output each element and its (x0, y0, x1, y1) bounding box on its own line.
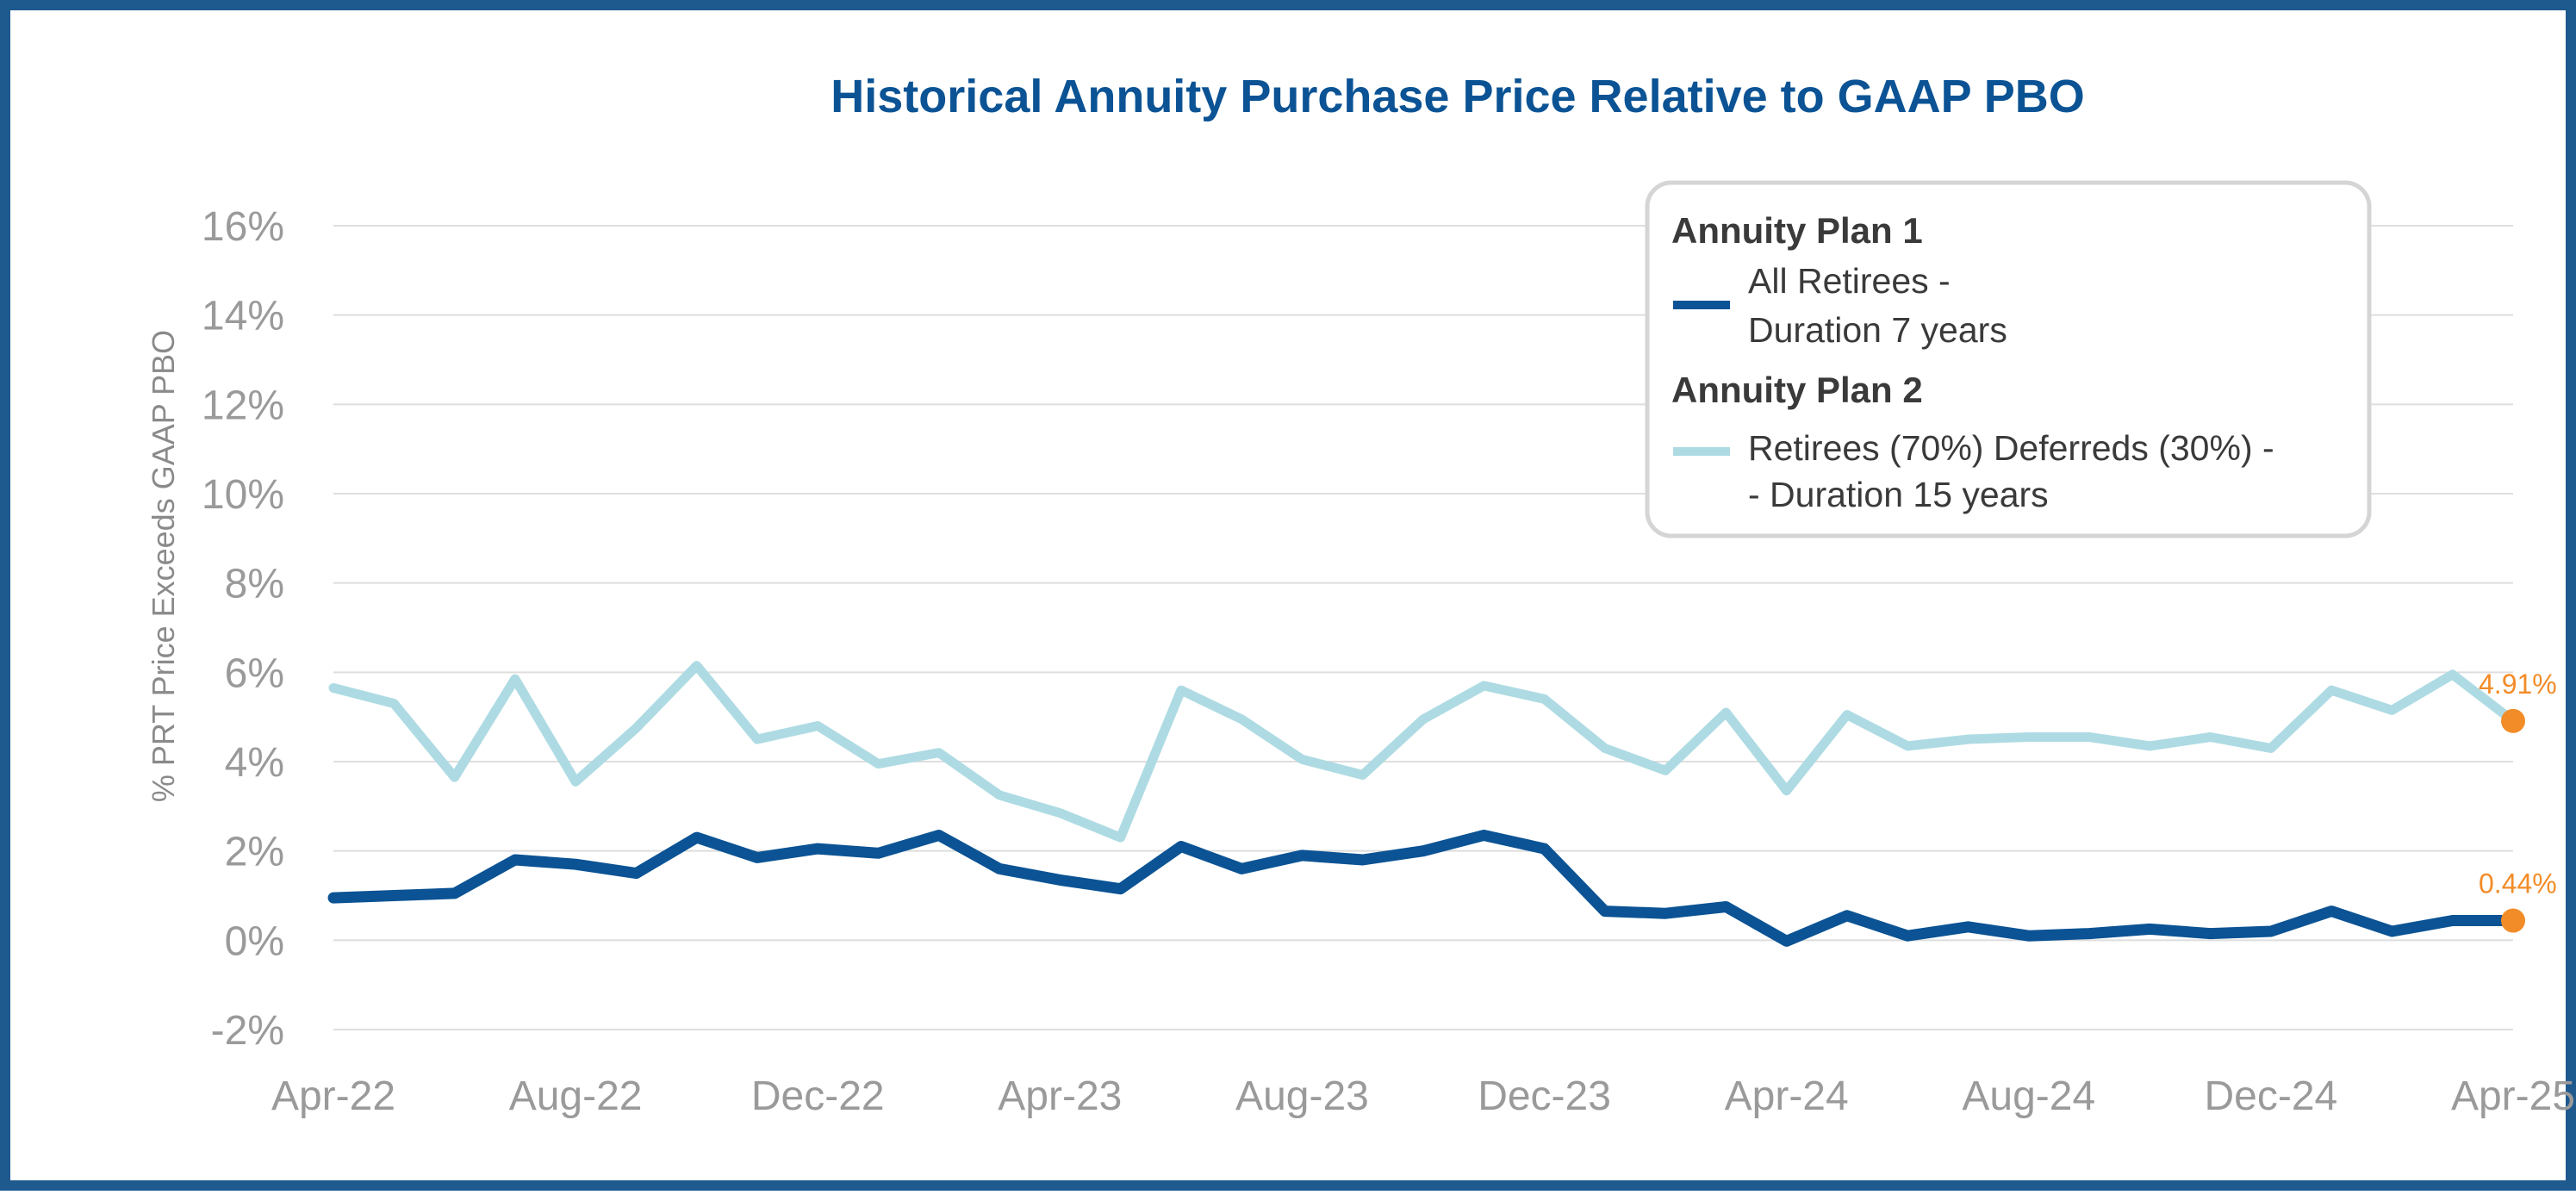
legend: Annuity Plan 1 All Retirees - Duration 7… (1645, 180, 2372, 538)
chart-title: Historical Annuity Purchase Price Relati… (831, 71, 2084, 122)
end-label-plan-2: 4.91% (2479, 669, 2557, 700)
y-tick-label: 2% (225, 830, 284, 875)
x-axis-ticks: Apr-22 Aug-22 Dec-22 Apr-23 Aug-23 Dec-23 Apr-… (271, 1073, 2575, 1119)
x-tick-label: Aug-24 (1962, 1073, 2095, 1119)
x-tick-label: Dec-22 (751, 1073, 885, 1119)
y-tick-label: 12% (202, 383, 284, 428)
y-tick-label: -2% (211, 1008, 284, 1054)
x-tick-label: Apr-23 (998, 1073, 1122, 1119)
y-tick-label: 14% (202, 294, 284, 339)
y-tick-label: 10% (202, 472, 284, 518)
legend-text-plan-2-line-1: Retirees (70%) Deferreds (30%) - (1748, 428, 2274, 468)
legend-heading-plan-2: Annuity Plan 2 (1671, 370, 1923, 410)
legend-text-plan-2-line-2: - Duration 15 years (1748, 475, 2049, 514)
series-lines (327, 661, 2519, 947)
x-tick-label: Aug-23 (1235, 1073, 1369, 1119)
x-tick-label: Apr-24 (1725, 1073, 1849, 1119)
x-tick-label: Dec-24 (2205, 1073, 2338, 1119)
legend-box (1645, 180, 2372, 538)
y-tick-label: 16% (202, 204, 284, 250)
y-axis-ticks: -2% 0% 2% 4% 6% 8% 10% 12% 14% 16% (202, 204, 284, 1054)
y-axis-label: % PRT Price Exceeds GAAP PBO (146, 330, 181, 802)
y-tick-label: 0% (225, 918, 284, 964)
x-tick-label: Apr-25 (2451, 1073, 2575, 1119)
end-label-plan-1: 0.44% (2479, 868, 2557, 899)
x-tick-label: Dec-23 (1478, 1073, 1611, 1119)
legend-heading-plan-1: Annuity Plan 1 (1671, 210, 1923, 251)
end-labels: 4.91% 0.44% (2479, 669, 2557, 933)
line-chart: Historical Annuity Purchase Price Relati… (146, 71, 2575, 1119)
x-tick-label: Apr-22 (271, 1073, 395, 1119)
y-tick-label: 4% (225, 740, 284, 786)
x-tick-label: Aug-22 (509, 1073, 643, 1119)
end-point-plan-1 (2501, 908, 2525, 933)
legend-text-plan-1-line-1: All Retirees - (1748, 261, 1951, 301)
y-tick-label: 6% (225, 650, 284, 696)
y-tick-label: 8% (225, 562, 284, 607)
end-point-plan-2 (2501, 708, 2525, 733)
series-line-plan-2 (328, 661, 2518, 843)
legend-text-plan-1-line-2: Duration 7 years (1748, 310, 2007, 350)
series-line-plan-1 (327, 830, 2519, 947)
